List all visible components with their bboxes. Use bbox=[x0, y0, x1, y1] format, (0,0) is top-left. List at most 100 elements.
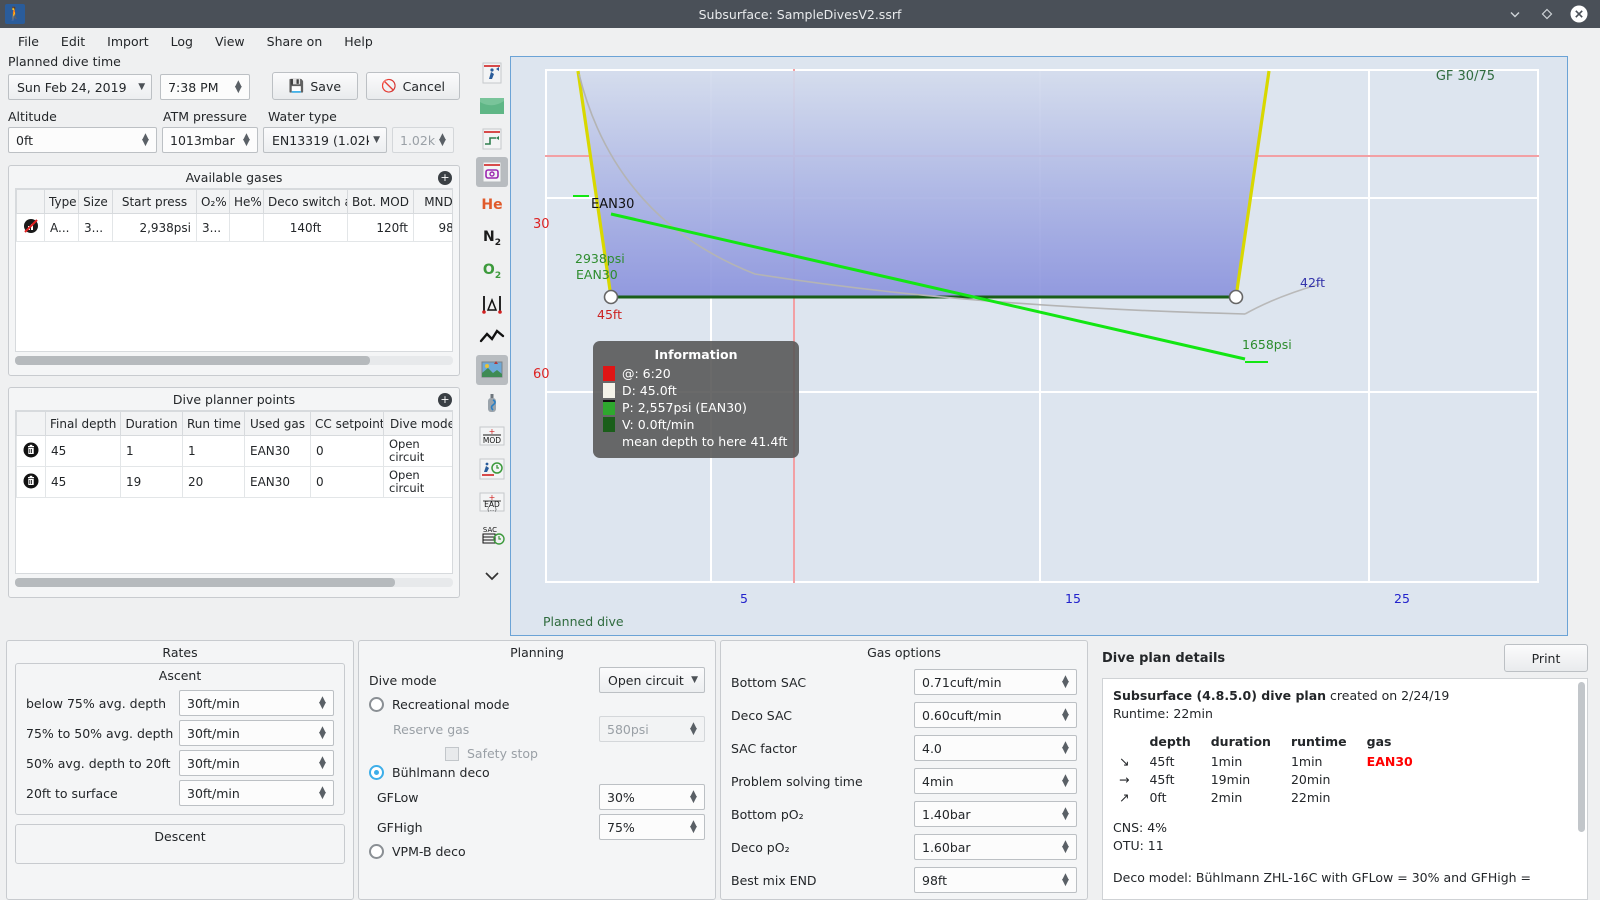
menu-file[interactable]: File bbox=[18, 33, 39, 49]
buhlmann-deco-row[interactable]: Bühlmann deco bbox=[369, 765, 705, 780]
cell-final-depth[interactable]: 45 bbox=[45, 466, 121, 498]
col-final-depth[interactable]: Final depth bbox=[45, 411, 121, 436]
ruler-icon[interactable] bbox=[476, 454, 508, 484]
cell-run-time[interactable]: 20 bbox=[182, 466, 245, 498]
col-duration[interactable]: Duration bbox=[120, 411, 183, 436]
table-row[interactable]: 45 19 20 EAN30 0 Open circuit bbox=[16, 466, 452, 498]
altitude-field[interactable]: 0ft ▲ ▼ bbox=[8, 127, 157, 153]
cell-start-press[interactable]: 2,938psi bbox=[112, 213, 197, 242]
nitrogen-icon[interactable]: N2 bbox=[483, 228, 501, 248]
spinner-icon[interactable]: ▲ ▼ bbox=[690, 789, 697, 805]
best-mix-end-field[interactable]: 98ft ▲ ▼ bbox=[914, 867, 1077, 893]
print-button[interactable]: Print bbox=[1504, 644, 1588, 672]
gflow-field[interactable]: 30% ▲ ▼ bbox=[599, 784, 705, 810]
oxygen-icon[interactable]: O2 bbox=[482, 261, 502, 281]
menu-edit[interactable]: Edit bbox=[60, 33, 86, 49]
spinner-icon[interactable]: ▲ ▼ bbox=[319, 755, 326, 771]
mod-icon[interactable]: + MOD bbox=[476, 421, 508, 451]
water-type-combo[interactable]: EN13319 (1.02k ▼ bbox=[263, 127, 387, 153]
heatmap-icon[interactable] bbox=[476, 91, 508, 121]
calculated-ceiling-icon[interactable] bbox=[476, 157, 508, 187]
col-bot-mod[interactable]: Bot. MOD bbox=[347, 189, 414, 214]
problem-solving-time-field[interactable]: 4min ▲ ▼ bbox=[914, 768, 1077, 794]
ascent-50-to-20ft-field[interactable]: 30ft/min ▲ ▼ bbox=[179, 750, 334, 776]
col-he[interactable]: He% bbox=[229, 189, 264, 214]
cell-dive-mode[interactable]: Open circuit bbox=[383, 435, 452, 467]
points-hscrollbar[interactable] bbox=[15, 578, 453, 587]
cell-run-time[interactable]: 1 bbox=[182, 435, 245, 467]
vpmb-deco-radio[interactable] bbox=[369, 844, 384, 859]
col-type[interactable]: Type bbox=[44, 189, 79, 214]
add-gas-button[interactable]: + bbox=[438, 171, 452, 185]
time-field[interactable]: 7:38 PM ▲ ▼ bbox=[160, 74, 250, 100]
spinner-icon[interactable]: ▲ ▼ bbox=[1062, 674, 1069, 690]
details-vscrollbar[interactable] bbox=[1578, 682, 1585, 896]
buhlmann-deco-radio[interactable] bbox=[369, 765, 384, 780]
cell-o2[interactable]: 3... bbox=[196, 213, 230, 242]
spinner-icon[interactable]: ▲ ▼ bbox=[142, 132, 149, 148]
menu-log[interactable]: Log bbox=[170, 33, 193, 49]
deco-sac-field[interactable]: 0.60cuft/min ▲ ▼ bbox=[914, 702, 1077, 728]
spinner-icon[interactable]: ▲ ▼ bbox=[234, 79, 242, 95]
cell-deco-switch[interactable]: 140ft bbox=[263, 213, 348, 242]
col-cc-setpoint[interactable]: CC setpoint bbox=[310, 411, 384, 436]
table-row[interactable]: A... 3... 2,938psi 3... 140ft 120ft 98f bbox=[16, 213, 452, 242]
bottom-sac-field[interactable]: 0.71cuft/min ▲ ▼ bbox=[914, 669, 1077, 695]
spinner-icon[interactable]: ▲ ▼ bbox=[690, 819, 697, 835]
col-dive-mode[interactable]: Dive mode bbox=[383, 411, 452, 436]
no-chart-icon[interactable] bbox=[16, 213, 45, 242]
menu-view[interactable]: View bbox=[214, 33, 245, 49]
dive-profile-chart[interactable]: GF 30/75 EAN30 2938psi EAN30 45ft 1658ps… bbox=[510, 56, 1568, 636]
trash-icon[interactable] bbox=[16, 435, 46, 467]
ascent-75-to-50-field[interactable]: 30ft/min ▲ ▼ bbox=[179, 720, 334, 746]
cell-used-gas[interactable]: EAN30 bbox=[244, 435, 311, 467]
helium-icon[interactable]: He bbox=[481, 197, 503, 213]
cell-dive-mode[interactable]: Open circuit bbox=[383, 466, 452, 498]
cancel-button[interactable]: 🚫 Cancel bbox=[366, 72, 460, 100]
cell-used-gas[interactable]: EAN30 bbox=[244, 466, 311, 498]
cell-duration[interactable]: 19 bbox=[120, 466, 183, 498]
add-point-button[interactable]: + bbox=[438, 393, 452, 407]
col-size[interactable]: Size bbox=[78, 189, 113, 214]
col-mnd[interactable]: MND bbox=[413, 189, 452, 214]
col-deco-switch[interactable]: Deco switch at bbox=[263, 189, 348, 214]
gases-hscrollbar[interactable] bbox=[15, 356, 453, 365]
gfhigh-field[interactable]: 75% ▲ ▼ bbox=[599, 814, 705, 840]
cell-mnd[interactable]: 98f bbox=[413, 213, 452, 242]
spinner-icon[interactable]: ▲ ▼ bbox=[319, 695, 326, 711]
maximize-icon[interactable] bbox=[1538, 5, 1556, 23]
dive-mode-combo[interactable]: Open circuit ▼ bbox=[599, 667, 705, 693]
dive-plan-details-body[interactable]: Subsurface (4.8.5.0) dive plan created o… bbox=[1102, 678, 1588, 900]
spinner-icon[interactable]: ▲ ▼ bbox=[319, 725, 326, 741]
col-o2[interactable]: O₂% bbox=[196, 189, 230, 214]
cell-he[interactable] bbox=[229, 213, 264, 242]
more-tools-icon[interactable] bbox=[476, 561, 508, 591]
spinner-icon[interactable]: ▲ ▼ bbox=[1062, 707, 1069, 723]
dc-ceiling-icon[interactable] bbox=[476, 124, 508, 154]
atm-pressure-field[interactable]: 1013mbar ▲ ▼ bbox=[162, 127, 258, 153]
heartrate-icon[interactable] bbox=[476, 322, 508, 352]
cell-duration[interactable]: 1 bbox=[120, 435, 183, 467]
trash-icon[interactable] bbox=[16, 466, 46, 498]
sac-icon[interactable]: SAC bbox=[476, 520, 508, 550]
cell-final-depth[interactable]: 45 bbox=[45, 435, 121, 467]
menu-help[interactable]: Help bbox=[344, 33, 373, 49]
spinner-icon[interactable]: ▲ ▼ bbox=[1062, 839, 1069, 855]
ascent-below-75-field[interactable]: 30ft/min ▲ ▼ bbox=[179, 690, 334, 716]
spinner-icon[interactable]: ▲ ▼ bbox=[1062, 806, 1069, 822]
recreational-mode-radio[interactable] bbox=[369, 697, 384, 712]
ead-icon[interactable]: + EAD (...) bbox=[476, 487, 508, 517]
spinner-icon[interactable]: ▲ ▼ bbox=[1062, 773, 1069, 789]
tissues-icon[interactable] bbox=[476, 289, 508, 319]
col-used-gas[interactable]: Used gas bbox=[244, 411, 311, 436]
photos-icon[interactable] bbox=[476, 355, 508, 385]
menu-share-on[interactable]: Share on bbox=[266, 33, 323, 49]
spinner-icon[interactable]: ▲ ▼ bbox=[319, 785, 326, 801]
date-combo[interactable]: Sun Feb 24, 2019 ▼ bbox=[8, 74, 153, 100]
sac-factor-field[interactable]: 4.0 ▲ ▼ bbox=[914, 735, 1077, 761]
cell-cc-setpoint[interactable]: 0 bbox=[310, 466, 384, 498]
cell-bot-mod[interactable]: 120ft bbox=[347, 213, 414, 242]
deco-po2-field[interactable]: 1.60bar ▲ ▼ bbox=[914, 834, 1077, 860]
recreational-mode-row[interactable]: Recreational mode bbox=[369, 697, 705, 712]
cell-type[interactable]: A... bbox=[44, 213, 79, 242]
